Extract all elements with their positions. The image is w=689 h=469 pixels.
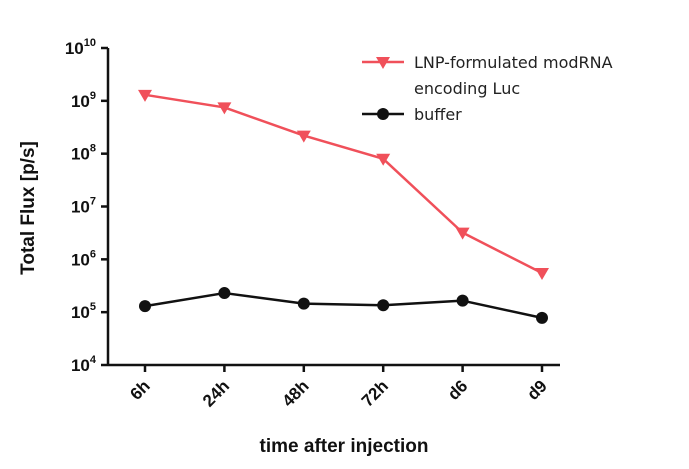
x-axis-title: time after injection [260,436,429,457]
data-point [377,299,390,312]
legend-item-1: buffer [362,105,462,124]
y-tick-label: 105 [71,301,96,322]
series-line [144,93,543,275]
x-tick-label: d9 [523,376,550,403]
legend-label: LNP-formulated modRNA [414,53,613,72]
data-point [138,89,152,102]
data-point [535,268,549,281]
y-tick-label: 104 [71,354,97,375]
x-tick-label: 48h [278,376,312,410]
x-tick-label: 24h [199,376,233,410]
x-tick-label: d6 [444,376,471,403]
x-tick-label: 72h [358,376,392,410]
data-point [536,311,548,324]
y-tick-label: 1010 [65,37,96,58]
data-point [376,153,391,166]
x-tick-label: 6h [126,376,153,403]
y-axis-title: Total Flux [p/s] [18,141,39,275]
y-tick-label: 108 [71,143,96,164]
y-tick-label: 106 [71,248,96,269]
data-point [297,297,310,310]
data-point [218,287,231,300]
data-point [139,300,151,313]
data-point [217,102,232,115]
series-0 [138,89,549,281]
series-layer [138,89,549,324]
legend-label: encoding Luc [414,79,520,98]
legend-marker [377,108,389,120]
y-tick-label: 109 [71,90,96,111]
y-tick-label: 107 [71,196,96,217]
legend-label: buffer [414,105,462,124]
x-axis: 6h 24h 48h 72h d6 d9 [108,363,560,411]
data-point [455,227,470,240]
legend-marker [376,57,390,69]
legend-item-0: LNP-formulated modRNA encoding Luc [362,53,613,98]
series-1 [139,287,548,324]
data-point [296,130,311,143]
y-axis: 104 105 106 107 108 109 1010 [65,37,110,375]
legend: LNP-formulated modRNA encoding Luc buffer [362,53,613,124]
series-line [144,291,543,320]
data-point [456,294,469,307]
